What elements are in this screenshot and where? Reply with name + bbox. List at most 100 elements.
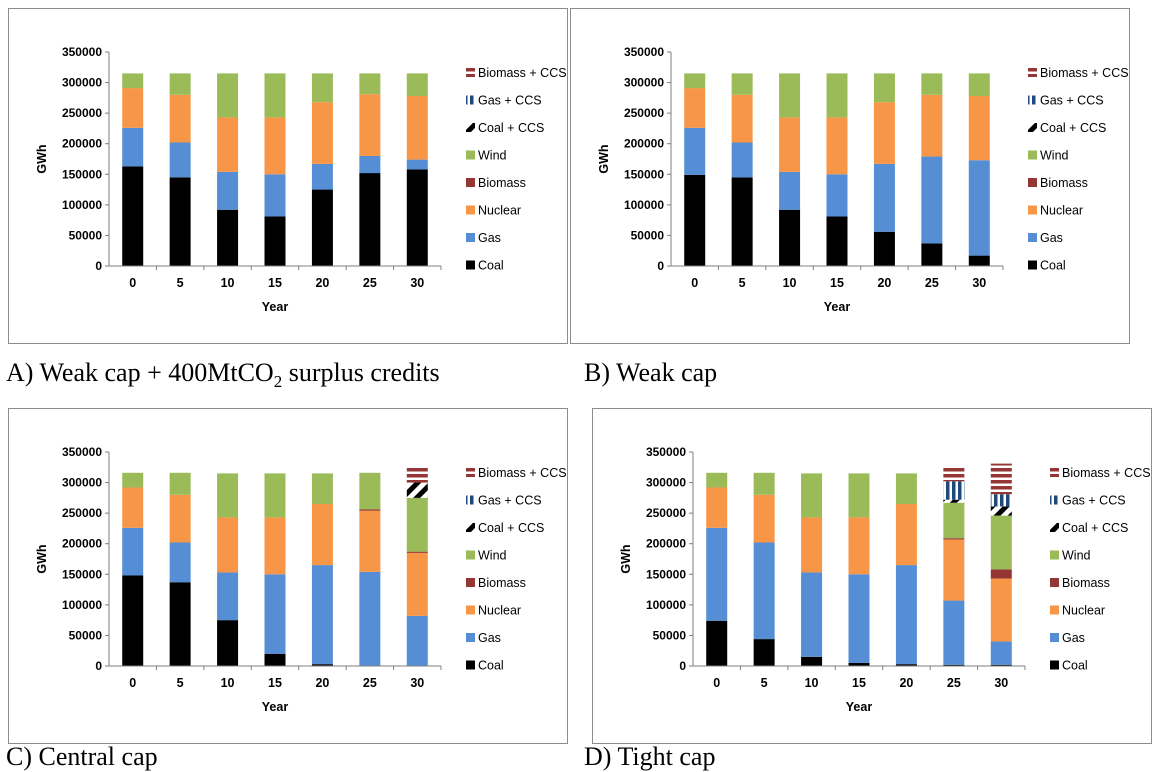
legend-label-coal: Coal	[1062, 659, 1088, 673]
legend-label-gas-ccs: Gas + CCS	[1062, 494, 1126, 508]
bar-wind	[311, 73, 333, 103]
bar-nuclear	[311, 503, 333, 566]
bar-nuclear	[801, 517, 823, 573]
x-tick-label: 25	[363, 676, 377, 690]
legend-label-biomass: Biomass	[1062, 576, 1110, 590]
bar-gas	[406, 159, 428, 170]
bar-gas	[943, 600, 965, 665]
bar-nuclear	[122, 88, 144, 128]
x-tick-label: 10	[783, 276, 797, 290]
legend-swatch-nuclear	[1050, 605, 1059, 615]
bar-coal	[311, 189, 333, 266]
bar-nuclear	[943, 539, 965, 601]
x-tick-label: 5	[761, 676, 768, 690]
chart-panel-a: 0 50000 100000 150000 200000 250000 300000 3500…	[8, 8, 568, 344]
legend-label-biomass: Biomass	[478, 576, 526, 590]
x-tick-label: 10	[221, 276, 235, 290]
legend-swatch-nuclear	[466, 605, 475, 615]
bar-nuclear	[895, 503, 917, 566]
bar-gas-ccs	[990, 494, 1012, 507]
legend-label-gas: Gas	[478, 631, 501, 645]
bar-coal	[122, 166, 144, 266]
bar-gas	[264, 574, 286, 654]
legend-swatch-biomass-ccs	[466, 468, 475, 477]
bar-wind	[968, 73, 990, 97]
legend-swatch-gas-ccs	[466, 95, 475, 105]
bar-gas	[873, 163, 895, 232]
bar-wind	[895, 473, 917, 504]
bar-coal	[169, 177, 191, 266]
x-tick-label: 30	[410, 276, 424, 290]
legend-swatch-biomass-ccs	[1028, 68, 1037, 77]
bar-wind	[684, 73, 706, 89]
x-axis-label: Year	[846, 700, 873, 714]
bar-wind	[873, 73, 895, 103]
bar-wind	[943, 502, 965, 539]
legend-label-nuclear: Nuclear	[1062, 604, 1105, 618]
bar-coal	[311, 664, 333, 666]
chart-frame	[8, 8, 568, 344]
x-tick-label: 30	[410, 676, 424, 690]
bar-nuclear	[873, 102, 895, 164]
chart-a: 0 50000 100000 150000 200000 250000 300000 3500…	[8, 8, 568, 344]
y-tick-label: 100000	[646, 598, 686, 612]
x-tick-label: 20	[899, 676, 913, 690]
y-tick-label: 300000	[624, 76, 664, 90]
x-tick-label: 30	[994, 676, 1008, 690]
bar-gas	[706, 527, 728, 621]
y-tick-label: 150000	[62, 167, 102, 181]
bar-coal	[753, 639, 775, 666]
legend-label-coal: Coal	[478, 259, 504, 273]
bar-wind	[706, 472, 728, 488]
legend-label-biomass-ccs: Biomass + CCS	[478, 66, 567, 80]
bar-coal	[264, 653, 286, 666]
bar-gas	[731, 142, 753, 178]
x-tick-label: 25	[363, 276, 377, 290]
bar-gas	[217, 572, 239, 621]
bar-biomass	[990, 569, 1012, 579]
bar-gas	[921, 156, 943, 244]
bar-nuclear	[779, 117, 801, 172]
legend-swatch-wind	[1050, 550, 1059, 560]
bar-gas	[826, 174, 848, 217]
y-tick-label: 200000	[624, 137, 664, 151]
bar-gas	[359, 571, 381, 666]
x-tick-label: 30	[972, 276, 986, 290]
x-tick-label: 20	[315, 276, 329, 290]
legend-label-gas-ccs: Gas + CCS	[478, 94, 542, 108]
y-tick-label: 250000	[646, 506, 686, 520]
y-tick-label: 0	[95, 259, 102, 273]
bar-coal	[921, 243, 943, 266]
legend-label-coal-ccs: Coal + CCS	[478, 521, 544, 535]
x-tick-label: 5	[177, 676, 184, 690]
bar-coal	[990, 664, 1012, 666]
legend-swatch-gas	[1028, 233, 1037, 242]
legend-label-biomass-ccs: Biomass + CCS	[478, 466, 567, 480]
bar-coal	[169, 582, 191, 666]
bar-coal	[706, 620, 728, 666]
bar-coal	[943, 664, 965, 666]
legend-swatch-gas	[1050, 633, 1059, 642]
legend-label-coal: Coal	[478, 659, 504, 673]
bar-gas-ccs	[943, 481, 965, 500]
bar-nuclear	[684, 88, 706, 128]
legend-swatch-wind	[466, 150, 475, 160]
x-tick-label: 0	[691, 276, 698, 290]
bar-wind	[217, 473, 239, 518]
x-tick-label: 20	[877, 276, 891, 290]
bar-biomass	[943, 538, 965, 540]
legend-swatch-wind	[466, 550, 475, 560]
bar-gas	[359, 155, 381, 174]
bar-coal	[217, 620, 239, 666]
bar-nuclear	[826, 117, 848, 175]
y-tick-label: 250000	[62, 106, 102, 120]
bar-gas	[848, 574, 870, 663]
y-tick-label: 300000	[62, 476, 102, 490]
y-tick-label: 50000	[69, 628, 103, 642]
legend-swatch-coal	[1028, 260, 1037, 270]
y-axis-label: GWh	[35, 544, 49, 573]
x-tick-label: 15	[268, 276, 282, 290]
bar-nuclear	[169, 94, 191, 143]
legend-swatch-coal-ccs	[1028, 123, 1037, 132]
bar-coal	[801, 656, 823, 666]
